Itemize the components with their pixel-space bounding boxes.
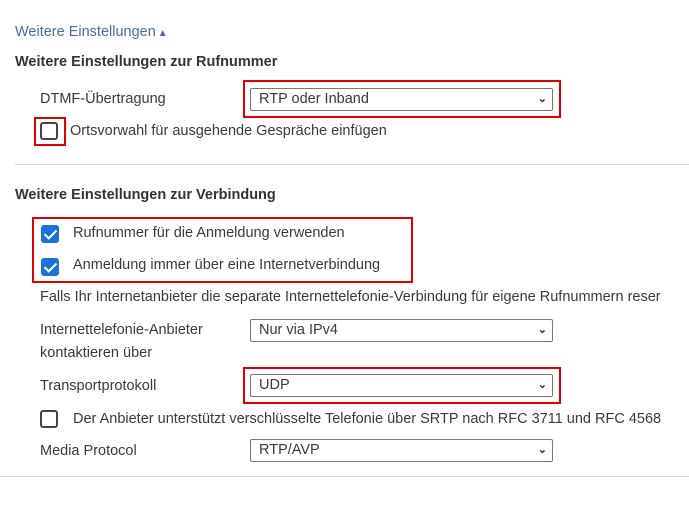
chevron-down-icon: ⌄ [537,379,547,391]
section-title-rufnummer: Weitere Einstellungen zur Rufnummer [15,54,278,70]
anbieter-value: Nur via IPv4 [259,322,338,338]
anbieter-label-line2: kontaktieren über [40,345,153,361]
chevron-down-icon: ⌄ [537,324,547,336]
anmeldung-internet-checkbox[interactable] [41,258,59,276]
ortsvorwahl-checkbox[interactable] [40,122,58,140]
rufnummer-anmeldung-checkbox[interactable] [41,225,59,243]
triangle-up-icon: ▲ [157,28,168,39]
ortsvorwahl-label: Ortsvorwahl für ausgehende Gespräche ein… [70,123,387,139]
anbieter-select[interactable]: Nur via IPv4 ⌄ [250,319,553,342]
info-text: Falls Ihr Internetanbieter die separate … [40,289,661,305]
more-settings-toggle[interactable]: Weitere Einstellungen ▲ [15,24,168,40]
dtmf-select[interactable]: RTP oder Inband ⌄ [250,88,553,111]
transport-select[interactable]: UDP ⌄ [250,374,553,397]
media-value: RTP/AVP [259,442,320,458]
media-label: Media Protocol [40,443,137,459]
transport-value: UDP [259,377,290,393]
media-select[interactable]: RTP/AVP ⌄ [250,439,553,462]
more-settings-label: Weitere Einstellungen [15,24,156,40]
chevron-down-icon: ⌄ [537,444,547,456]
anmeldung-internet-label: Anmeldung immer über eine Internetverbin… [73,257,381,273]
divider [15,164,689,165]
srtp-checkbox[interactable] [40,410,58,428]
transport-label: Transportprotokoll [40,378,157,394]
srtp-label: Der Anbieter unterstützt verschlüsselte … [73,411,662,427]
chevron-down-icon: ⌄ [537,93,547,105]
dtmf-label: DTMF-Übertragung [40,91,166,107]
divider [0,476,689,477]
dtmf-value: RTP oder Inband [259,91,369,107]
anbieter-label-line1: Internettelefonie-Anbieter [40,322,203,338]
section-title-verbindung: Weitere Einstellungen zur Verbindung [15,187,276,203]
rufnummer-anmeldung-label: Rufnummer für die Anmeldung verwenden [73,225,345,241]
